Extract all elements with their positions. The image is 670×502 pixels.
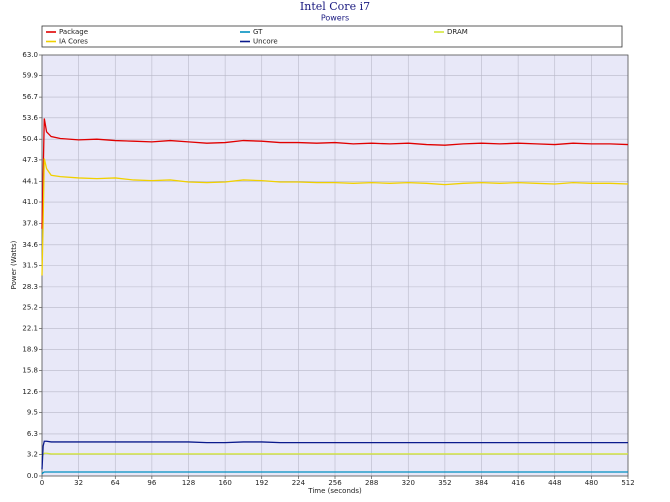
x-tick-label: 384 [475, 479, 489, 487]
y-tick-label: 25.2 [22, 304, 38, 312]
y-tick-label: 34.6 [22, 241, 38, 249]
x-axis-label: Time (seconds) [307, 487, 362, 495]
series-line [41, 440, 628, 470]
legend-label: DRAM [447, 28, 468, 36]
chart-subtitle: Powers [321, 14, 349, 23]
y-tick-label: 41.0 [22, 198, 38, 206]
x-tick-label: 32 [74, 479, 83, 487]
y-tick-label: 9.5 [27, 409, 38, 417]
x-tick-label: 288 [365, 479, 378, 487]
x-tick-label: 448 [548, 479, 561, 487]
legend-label: IA Cores [59, 38, 88, 46]
x-tick-label: 512 [621, 479, 634, 487]
y-tick-label: 59.9 [22, 72, 38, 80]
x-tick-label: 64 [111, 479, 120, 487]
x-tick-label: 96 [147, 479, 156, 487]
y-tick-label: 3.2 [27, 451, 38, 459]
series-line [41, 118, 629, 229]
x-tick-label: 256 [328, 479, 342, 487]
x-tick-label: 160 [218, 479, 231, 487]
y-tick-label: 63.0 [22, 51, 38, 59]
legend-label: GT [253, 28, 263, 36]
x-tick-label: 128 [182, 479, 195, 487]
y-tick-label: 15.8 [22, 366, 38, 374]
y-tick-label: 44.1 [22, 177, 38, 185]
y-tick-label: 53.6 [22, 114, 38, 122]
legend-label: Uncore [253, 38, 278, 46]
y-tick-label: 6.3 [27, 430, 38, 438]
y-tick-label: 56.7 [22, 93, 38, 101]
y-tick-label: 28.3 [22, 283, 38, 291]
y-tick-label: 37.8 [22, 219, 38, 227]
x-tick-label: 224 [292, 479, 306, 487]
x-tick-label: 320 [402, 479, 415, 487]
y-tick-label: 18.9 [22, 346, 38, 354]
chart-title: Intel Core i7 [300, 0, 370, 13]
y-tick-label: 31.5 [22, 262, 38, 270]
y-tick-label: 47.3 [22, 156, 38, 164]
y-tick-label: 50.4 [22, 135, 38, 143]
series-line [41, 158, 629, 276]
y-tick-label: 0.0 [27, 472, 38, 480]
x-tick-label: 480 [585, 479, 598, 487]
y-tick-label: 12.6 [22, 388, 38, 396]
y-tick-label: 22.1 [22, 324, 38, 332]
legend-label: Package [59, 28, 88, 36]
x-tick-label: 352 [438, 479, 451, 487]
series-line [41, 471, 628, 475]
x-tick-label: 416 [511, 479, 525, 487]
series-line [41, 452, 628, 457]
y-axis-label: Power (Watts) [10, 240, 18, 289]
legend-box [41, 25, 623, 48]
x-tick-label: 0 [40, 479, 44, 487]
x-tick-label: 192 [255, 479, 268, 487]
